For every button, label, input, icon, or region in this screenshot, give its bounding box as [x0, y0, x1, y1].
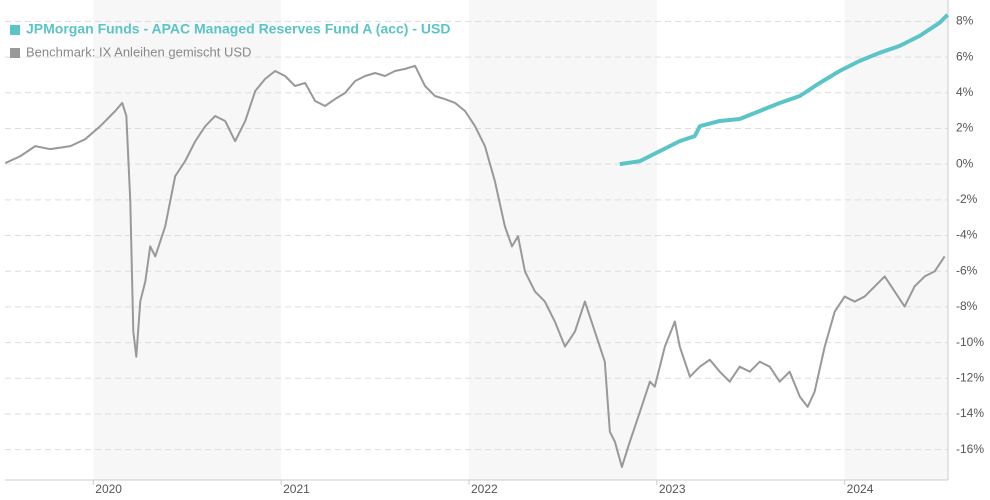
- x-tick-label: 2020: [95, 482, 122, 496]
- year-band: [468, 0, 657, 480]
- y-tick-label: 6%: [956, 49, 974, 63]
- legend-swatch: [10, 48, 20, 58]
- y-tick-label: -6%: [956, 263, 978, 277]
- y-tick-label: 0%: [956, 156, 974, 170]
- y-tick-label: -12%: [956, 370, 984, 384]
- y-tick-label: 8%: [956, 14, 974, 28]
- series-line: [4, 64, 946, 468]
- x-tick-label: 2022: [471, 482, 498, 496]
- legend-item: Benchmark: IX Anleihen gemischt USD: [10, 44, 251, 59]
- year-band: [93, 0, 282, 480]
- y-tick-label: -2%: [956, 192, 978, 206]
- year-band: [844, 0, 948, 480]
- y-tick-label: 4%: [956, 85, 974, 99]
- y-tick-label: -4%: [956, 228, 978, 242]
- series-line: [619, 13, 950, 167]
- legend-label: JPMorgan Funds - APAC Managed Reserves F…: [26, 21, 450, 37]
- y-tick-label: -16%: [956, 442, 984, 456]
- legend-item: JPMorgan Funds - APAC Managed Reserves F…: [10, 21, 450, 37]
- y-tick-label: -8%: [956, 299, 978, 313]
- legend-label: Benchmark: IX Anleihen gemischt USD: [26, 44, 251, 59]
- x-tick-label: 2024: [847, 482, 874, 496]
- legend-swatch: [10, 25, 20, 35]
- y-tick-label: -10%: [956, 335, 984, 349]
- y-tick-label: 2%: [956, 121, 974, 135]
- y-tick-label: -14%: [956, 406, 984, 420]
- x-tick-label: 2023: [659, 482, 686, 496]
- x-tick-label: 2021: [283, 482, 310, 496]
